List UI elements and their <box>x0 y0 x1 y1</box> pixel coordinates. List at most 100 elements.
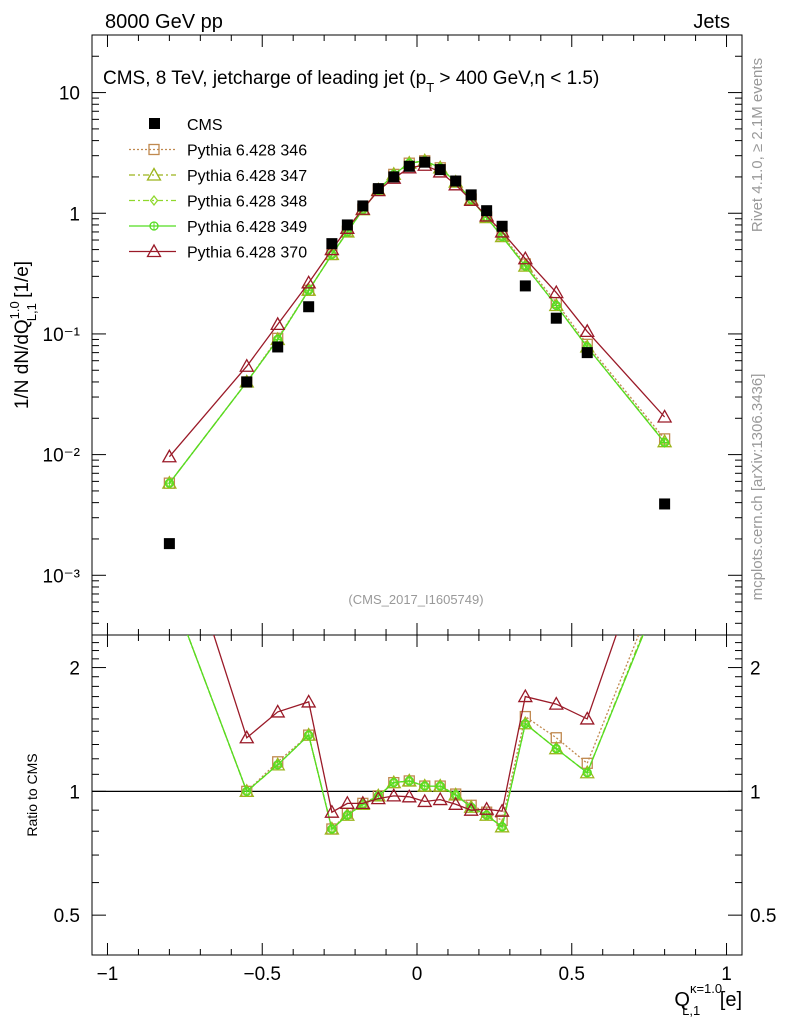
series-point-pythia-6-428-370 <box>301 275 317 289</box>
axes-ticks: −1 −0.5 0 0.5 1 10⁻³ 10⁻² 10⁻¹ 1 10 0.5 0.5 1 1 2 2 <box>43 34 776 985</box>
ratio-point-pythia-6-428-349 <box>404 776 414 786</box>
ratio-tick-label: 1 <box>69 782 80 803</box>
cms-data-point <box>481 205 493 217</box>
cms-data-point <box>241 376 253 388</box>
legend-label-pythia-6-428-349: Pythia 6.428 349 <box>187 219 307 236</box>
main-data-layer <box>161 152 673 550</box>
ratio-point-pythia-6-428-370 <box>448 796 464 810</box>
cms-data-point <box>581 347 593 359</box>
ratio-tick-label-right: 2 <box>750 659 761 680</box>
ratio-point-pythia-6-428-349 <box>420 781 430 791</box>
legend-label-pythia-6-428-347: Pythia 6.428 347 <box>187 168 307 185</box>
y-tick-label: 10⁻¹ <box>43 325 81 346</box>
cms-data-point <box>519 280 531 292</box>
legend-label-pythia-6-428-346: Pythia 6.428 346 <box>187 143 307 160</box>
ratio-point-pythia-6-428-370 <box>463 802 479 816</box>
ratio-point-pythia-6-428-370 <box>324 804 340 818</box>
cms-data-point <box>403 160 415 172</box>
ratio-point-pythia-6-428-370 <box>386 788 402 802</box>
ratio-point-pythia-6-428-349 <box>551 744 561 754</box>
legend-marker-cms <box>149 118 160 129</box>
ratio-point-pythia-6-428-370 <box>401 788 417 803</box>
mcplots-reference-label: mcplots.cern.ch [arXiv:1306.3436] <box>749 374 766 601</box>
series-point-pythia-6-428-370 <box>270 316 286 331</box>
ratio-point-pythia-6-428-370 <box>432 791 448 806</box>
ratio-point-pythia-6-428-370 <box>370 790 386 805</box>
series-point-pythia-6-428-370 <box>239 358 255 372</box>
x-tick-label: 1 <box>721 964 732 985</box>
series-point-pythia-6-428-349 <box>659 437 670 448</box>
cms-data-point <box>372 183 384 195</box>
ratio-data-layer <box>187 635 644 835</box>
cms-data-point <box>388 171 400 183</box>
cms-data-point <box>659 498 671 510</box>
ratio-tick-label-right: 0.5 <box>750 906 776 927</box>
legend: CMS Pythia 6.428 346 Pythia 6.428 347 Pythi… <box>129 117 307 262</box>
ratio-tick-label: 2 <box>69 659 80 680</box>
series-point-pythia-6-428-370 <box>657 409 673 423</box>
ratio-frame <box>91 634 743 956</box>
legend-label-pythia-6-428-370: Pythia 6.428 370 <box>187 245 307 262</box>
x-tick-label: −0.5 <box>243 964 281 985</box>
cms-data-point <box>434 164 446 176</box>
x-axis-label: Qκ=1.0 L,1 [e] <box>674 981 742 1018</box>
legend-marker-pythia-6-428-347 <box>146 167 162 181</box>
ratio-point-pythia-6-428-349 <box>342 810 353 820</box>
ratio-point-pythia-6-428-370 <box>339 795 355 810</box>
y-tick-label: 10⁻³ <box>43 566 81 587</box>
ratio-point-pythia-6-428-349 <box>497 822 507 832</box>
y-tick-label: 1 <box>69 204 80 225</box>
series-point-pythia-6-428-349 <box>164 478 175 488</box>
ratio-point-pythia-6-428-370 <box>417 793 433 808</box>
y-tick-label: 10 <box>59 84 80 105</box>
cms-data-point <box>550 312 562 324</box>
cms-data-point <box>272 341 284 353</box>
series-point-pythia-6-428-370 <box>579 323 595 338</box>
ratio-point-pythia-6-428-349 <box>582 768 592 778</box>
legend-label-pythia-6-428-348: Pythia 6.428 348 <box>187 194 307 211</box>
ratio-tick-label-right: 1 <box>750 782 761 803</box>
cms-data-point <box>341 219 353 231</box>
ratio-point-pythia-6-428-349 <box>304 730 314 740</box>
x-tick-label: 0.5 <box>559 964 585 985</box>
x-tick-label: −1 <box>97 964 119 985</box>
ratio-point-pythia-6-428-370 <box>479 801 495 815</box>
legend-marker-pythia-6-428-370 <box>146 243 162 258</box>
legend-label-cms: CMS <box>187 117 223 134</box>
ratio-point-pythia-6-428-349 <box>481 810 492 820</box>
x-tick-label: 0 <box>412 964 423 985</box>
y-axis-label: 1/N dN/dQ1.0 L,1 [1/e] <box>7 261 39 409</box>
ratio-point-pythia-6-428-349 <box>435 781 445 791</box>
cms-data-point <box>496 220 508 232</box>
ratio-point-pythia-6-428-370 <box>301 694 317 708</box>
header-energy: 8000 GeV pp <box>105 11 223 33</box>
cms-data-point <box>450 175 462 187</box>
ratio-line-pythia-6-428-370 <box>213 635 617 814</box>
rivet-version-label: Rivet 4.1.0, ≥ 2.1M events <box>749 58 766 232</box>
ratio-axis-label: Ratio to CMS <box>24 753 40 836</box>
ratio-point-pythia-6-428-370 <box>355 795 371 810</box>
legend-marker-pythia-6-428-349 <box>149 221 159 231</box>
ratio-point-pythia-6-428-349 <box>242 786 252 797</box>
series-point-pythia-6-428-349 <box>551 300 561 311</box>
header-category: Jets <box>693 11 730 33</box>
ratio-point-pythia-6-428-349 <box>389 777 399 788</box>
cms-data-point <box>326 238 338 250</box>
series-line-pythia-6-428-370 <box>168 164 666 458</box>
ratio-tick-label: 0.5 <box>54 906 80 927</box>
legend-marker-pythia-6-428-348 <box>149 194 159 207</box>
y-tick-label: 10⁻² <box>43 446 81 467</box>
series-point-pythia-6-428-370 <box>517 250 533 265</box>
cms-data-point <box>419 156 431 168</box>
ratio-point-pythia-6-428-349 <box>520 719 530 729</box>
cms-data-point <box>465 189 477 201</box>
ratio-point-pythia-6-428-370 <box>517 688 533 703</box>
ratio-point-pythia-6-428-370 <box>270 704 286 718</box>
ratio-point-pythia-6-428-370 <box>548 696 564 710</box>
plot-title: CMS, 8 TeV, jetcharge of leading jet (pT… <box>103 68 599 95</box>
legend-marker-pythia-6-428-346 <box>148 143 160 156</box>
cms-data-point <box>303 301 315 313</box>
series-point-pythia-6-428-370 <box>548 284 564 299</box>
ratio-point-pythia-6-428-370 <box>239 729 255 744</box>
